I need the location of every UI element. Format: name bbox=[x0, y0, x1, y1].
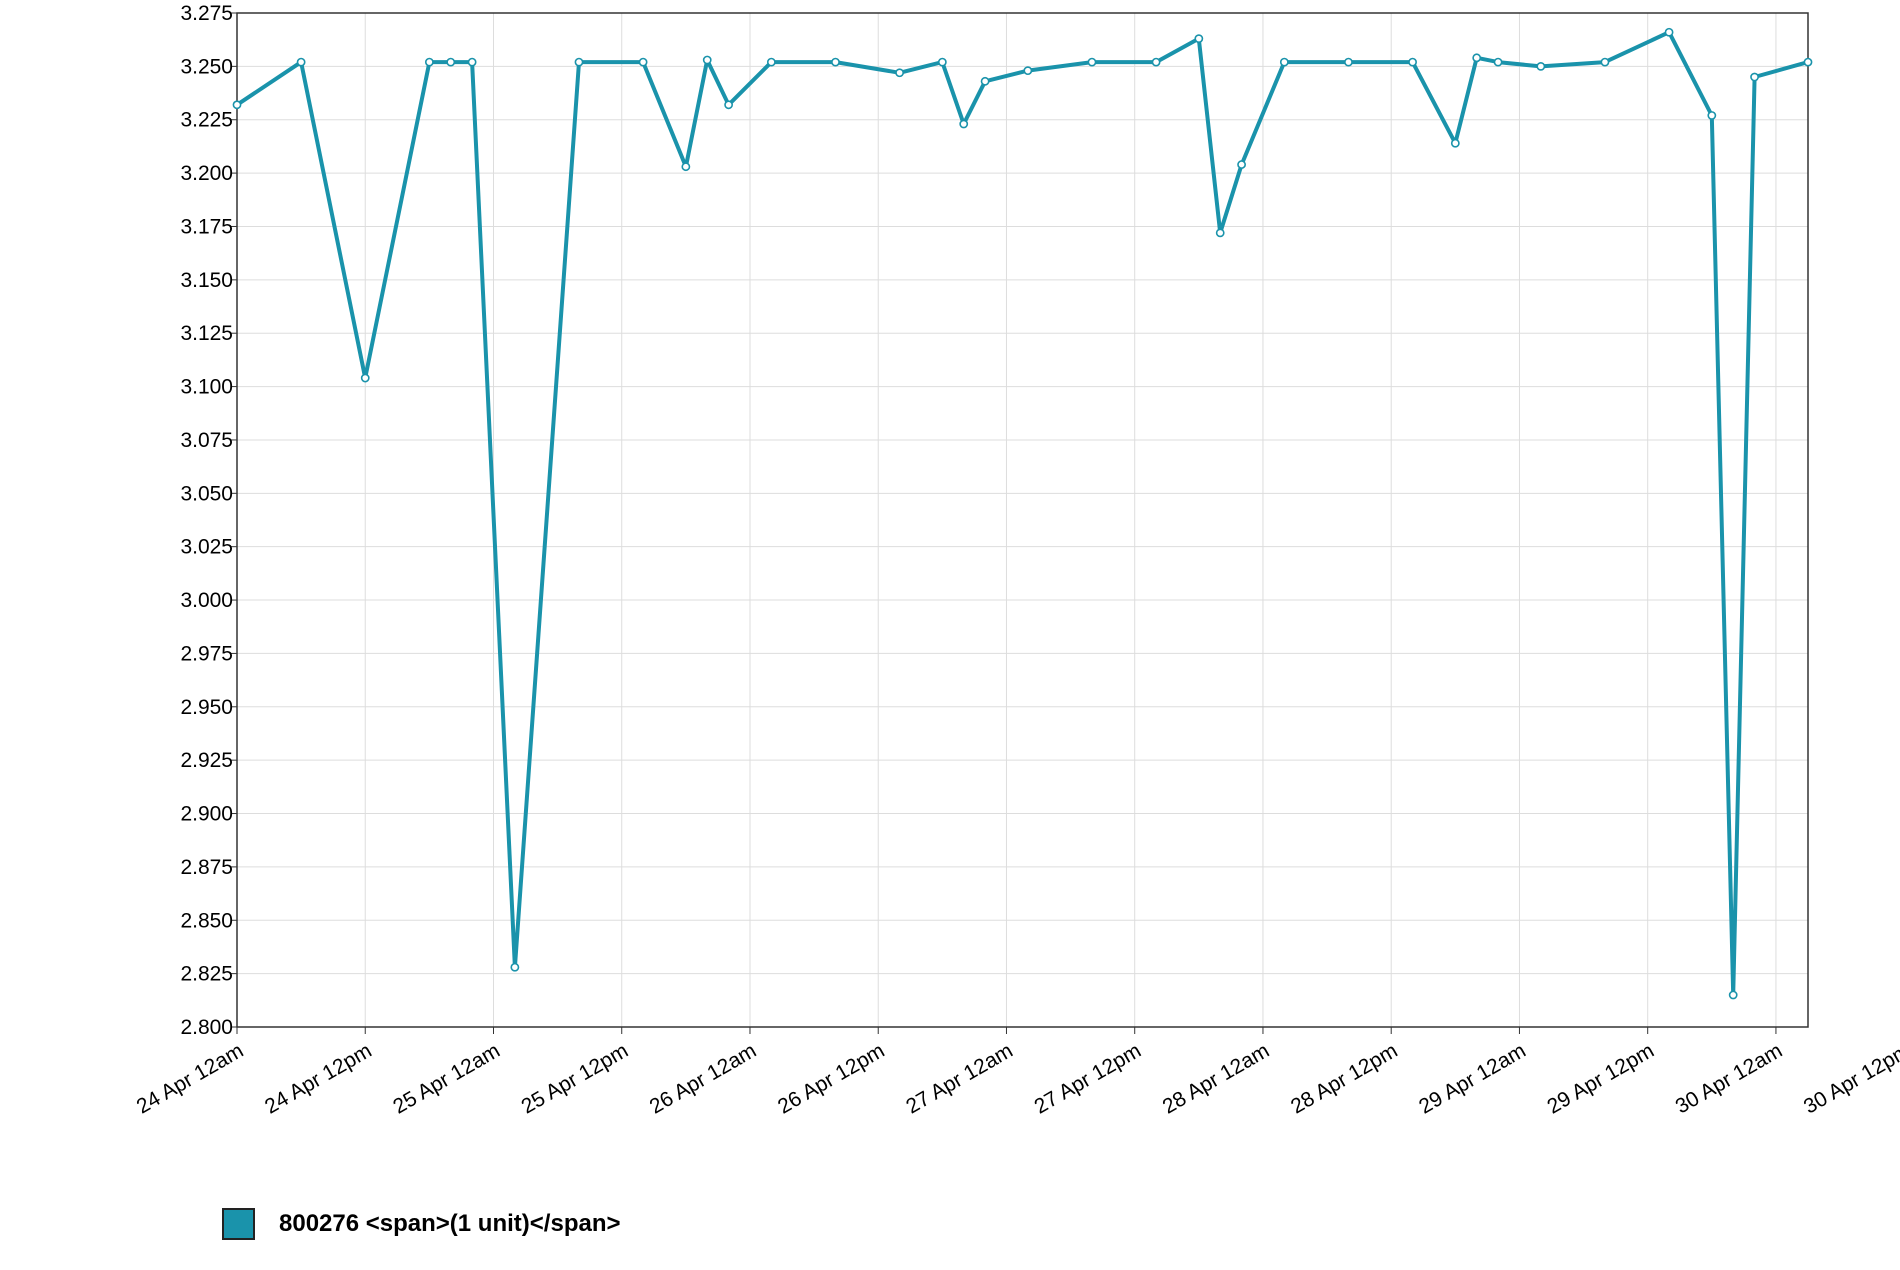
x-axis: 24 Apr 12am 24 Apr 12pm 25 Apr 12am 25 Apr … bbox=[133, 1039, 1900, 1118]
data-point bbox=[296, 57, 306, 67]
data-point bbox=[424, 57, 434, 67]
data-point bbox=[1664, 27, 1674, 37]
y-tick-label: 3.225 bbox=[180, 109, 233, 132]
data-point bbox=[467, 57, 477, 67]
x-tick-label: 24 Apr 12pm bbox=[261, 1039, 376, 1118]
y-tick-label: 3.100 bbox=[180, 376, 233, 399]
x-tick-label: 28 Apr 12pm bbox=[1287, 1039, 1402, 1118]
y-tick-label: 3.250 bbox=[180, 55, 233, 78]
data-point bbox=[1493, 57, 1503, 67]
x-tick-label: 26 Apr 12pm bbox=[774, 1039, 889, 1118]
data-point bbox=[1450, 138, 1460, 148]
data-point bbox=[1023, 66, 1033, 76]
data-point bbox=[1194, 34, 1204, 44]
x-tick-label: 24 Apr 12am bbox=[133, 1039, 248, 1118]
legend: 800276 <span>(1 unit)</span> bbox=[222, 1208, 621, 1240]
y-tick-label: 3.025 bbox=[180, 536, 233, 559]
data-point bbox=[831, 57, 840, 67]
data-point bbox=[1536, 61, 1546, 71]
data-point bbox=[510, 962, 520, 972]
data-point bbox=[446, 57, 456, 67]
data-point bbox=[980, 76, 990, 86]
y-tick-label: 3.125 bbox=[180, 322, 233, 345]
y-tick-label: 2.875 bbox=[180, 856, 233, 879]
x-tick-label: 27 Apr 12pm bbox=[1030, 1039, 1145, 1118]
x-tick-label: 25 Apr 12pm bbox=[517, 1039, 632, 1118]
x-tick-label: 27 Apr 12am bbox=[902, 1039, 1017, 1118]
data-point bbox=[702, 55, 712, 65]
y-tick-label: 3.050 bbox=[180, 482, 233, 505]
x-tick-label: 30 Apr 12am bbox=[1672, 1039, 1787, 1118]
data-point bbox=[1600, 57, 1610, 67]
data-point bbox=[574, 57, 584, 67]
x-tick-label: 30 Apr 12pm bbox=[1800, 1039, 1900, 1118]
y-axis: 2.800 2.825 2.850 2.875 2.900 2.925 2.950 2.975… bbox=[180, 2, 233, 1039]
y-tick-label: 3.200 bbox=[180, 162, 233, 185]
data-point bbox=[1237, 160, 1246, 169]
series-line bbox=[235, 30, 1810, 997]
y-tick-label: 2.825 bbox=[180, 963, 233, 986]
data-point bbox=[724, 100, 734, 110]
y-tick-label: 2.900 bbox=[180, 803, 233, 826]
data-point bbox=[1215, 228, 1225, 238]
data-point bbox=[895, 68, 904, 78]
x-tick-label: 28 Apr 12am bbox=[1159, 1039, 1274, 1118]
data-point bbox=[1151, 57, 1161, 67]
data-point bbox=[360, 373, 370, 383]
y-tick-label: 2.925 bbox=[180, 749, 233, 772]
data-point bbox=[1472, 53, 1482, 63]
data-point bbox=[766, 57, 776, 67]
data-point bbox=[638, 57, 648, 67]
x-tick-label: 29 Apr 12am bbox=[1415, 1039, 1530, 1118]
grid-lines bbox=[231, 12, 1808, 1034]
data-point bbox=[959, 119, 969, 129]
legend-swatch bbox=[222, 1208, 255, 1240]
data-point bbox=[1750, 72, 1759, 82]
data-point bbox=[1803, 57, 1813, 67]
data-point bbox=[1279, 57, 1289, 67]
legend-label: 800276 <span>(1 unit)</span> bbox=[279, 1210, 621, 1237]
y-tick-label: 3.175 bbox=[180, 215, 233, 238]
y-tick-label: 2.950 bbox=[180, 696, 233, 719]
series-layer bbox=[232, 27, 1813, 1000]
x-tick-label: 26 Apr 12am bbox=[646, 1039, 761, 1118]
data-point bbox=[1408, 57, 1417, 67]
y-tick-label: 3.000 bbox=[180, 589, 233, 612]
y-tick-label: 2.800 bbox=[180, 1016, 233, 1039]
x-tick-label: 25 Apr 12am bbox=[389, 1039, 504, 1118]
data-point bbox=[681, 162, 691, 172]
y-tick-label: 2.975 bbox=[180, 642, 233, 665]
y-tick-label: 3.075 bbox=[180, 429, 233, 452]
data-point bbox=[1344, 57, 1353, 67]
data-point bbox=[232, 100, 242, 110]
data-point bbox=[1087, 57, 1097, 67]
y-tick-label: 3.275 bbox=[180, 2, 233, 25]
x-tick-label: 29 Apr 12pm bbox=[1543, 1039, 1658, 1118]
data-point bbox=[1707, 111, 1717, 120]
y-tick-label: 3.150 bbox=[180, 269, 233, 292]
y-tick-label: 2.850 bbox=[180, 909, 233, 932]
data-point bbox=[937, 57, 947, 67]
plot-frame bbox=[236, 12, 1809, 1028]
data-point bbox=[1728, 990, 1738, 1000]
